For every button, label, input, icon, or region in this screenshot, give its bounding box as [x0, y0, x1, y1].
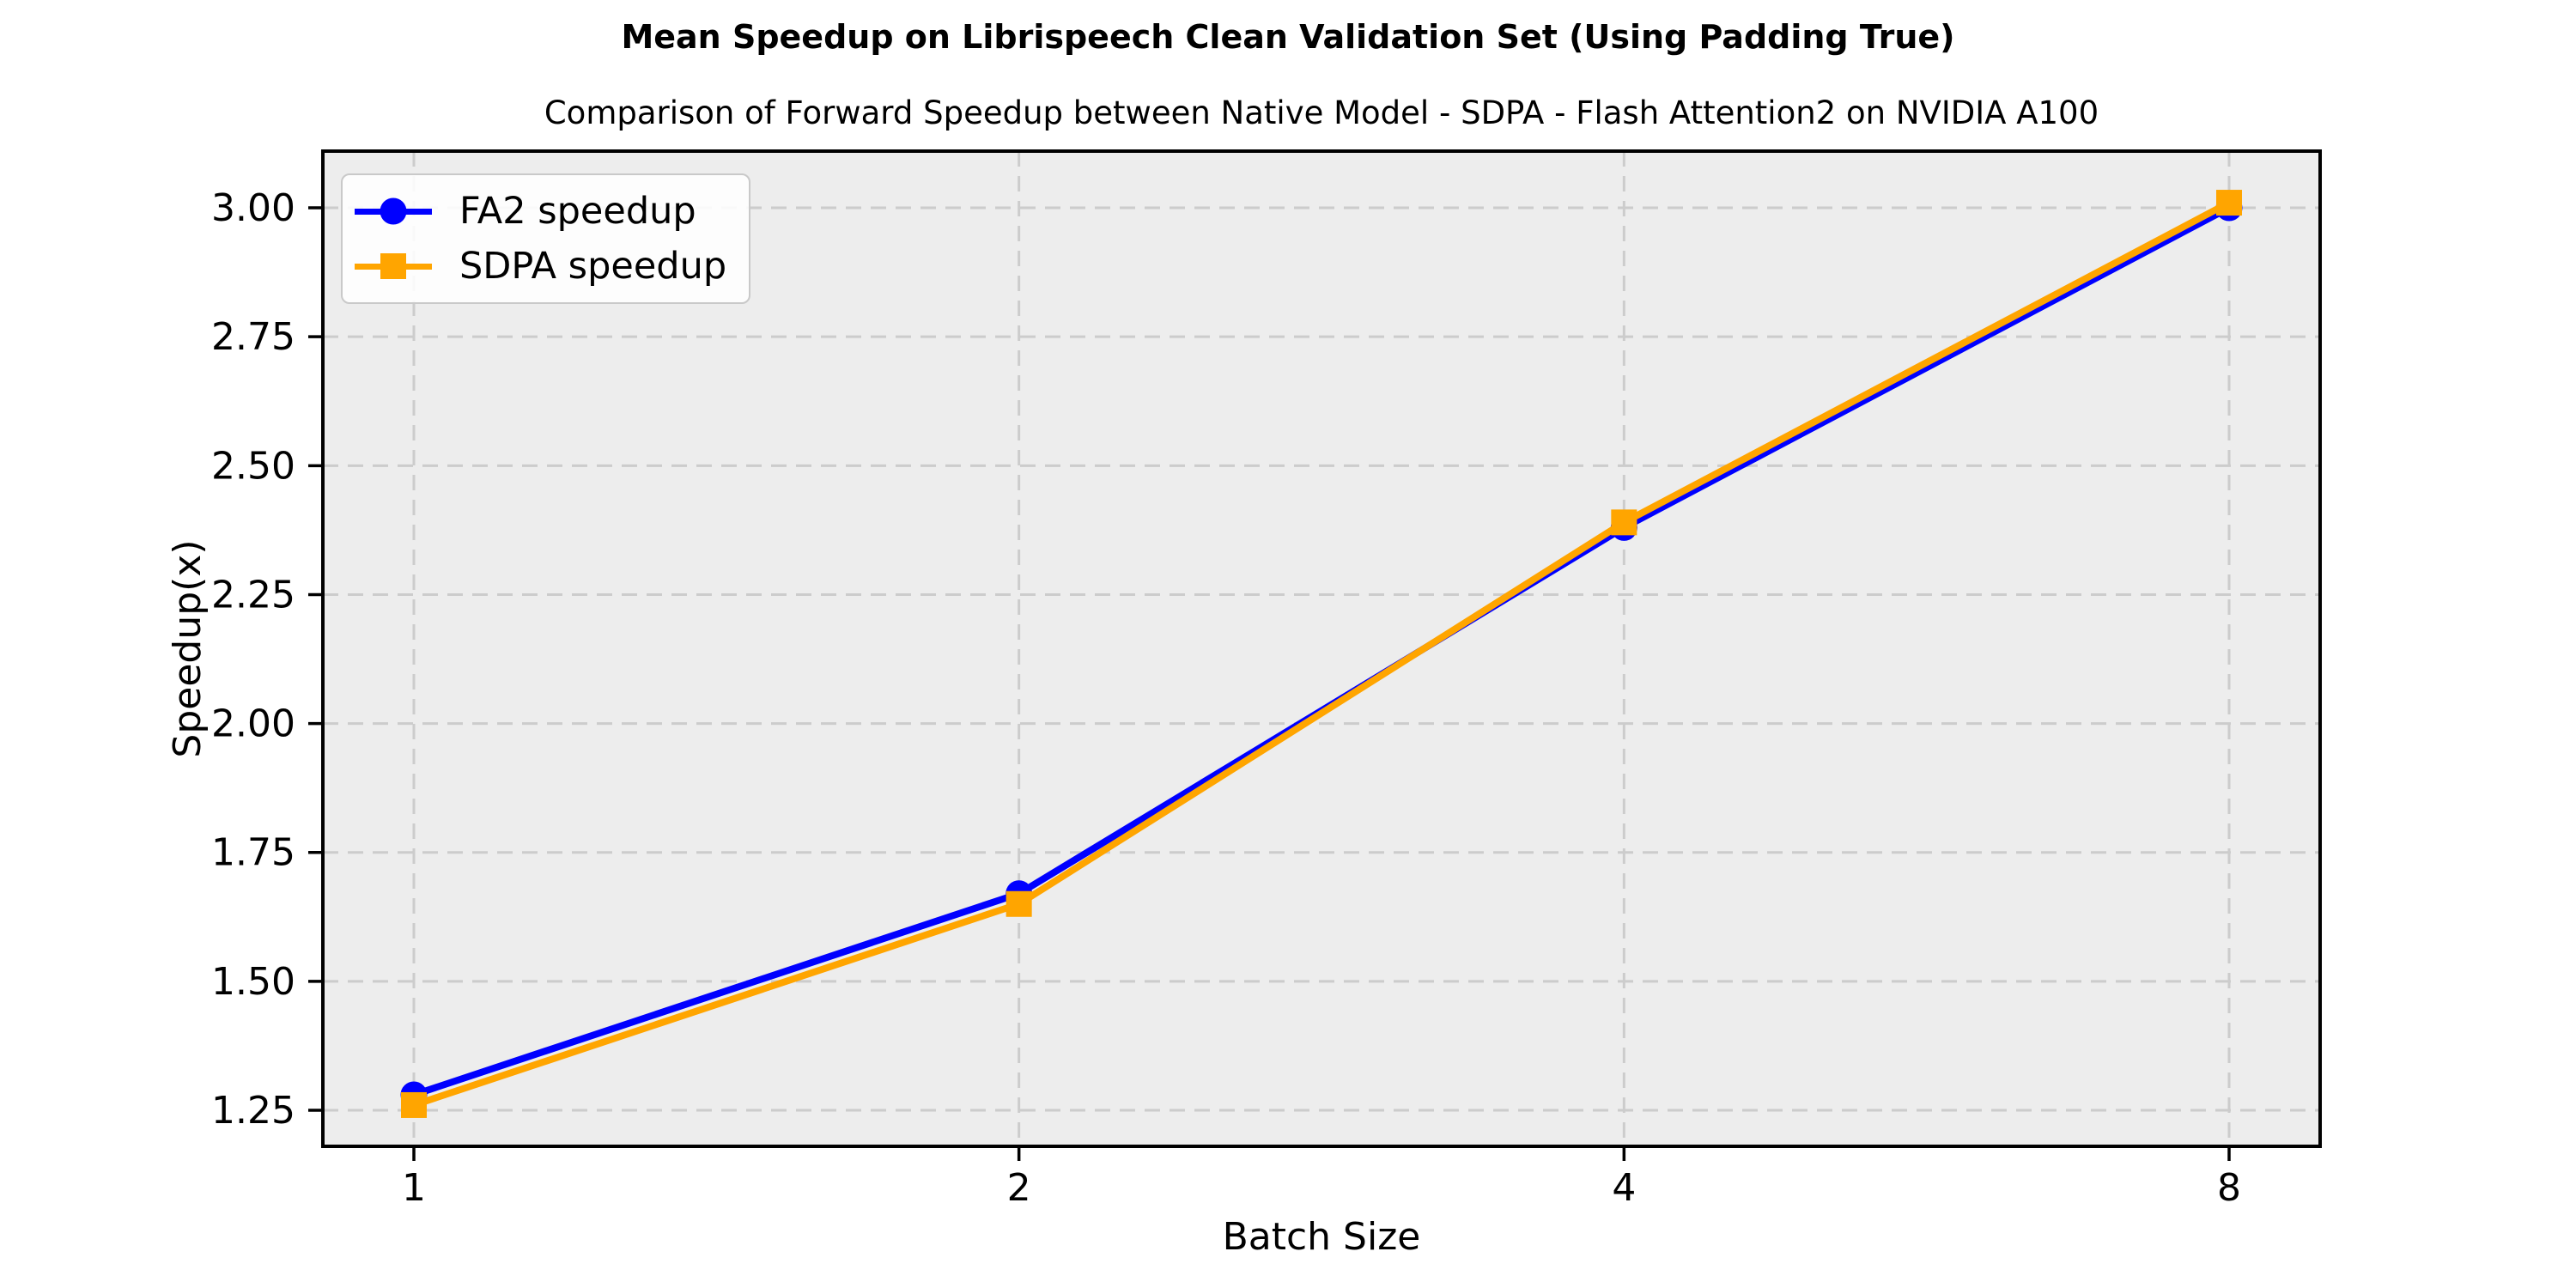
plot-border [321, 149, 2322, 1148]
legend-item-fa2: FA2 speedup [355, 184, 726, 239]
sdpa-point-batch-4 [1611, 509, 1637, 536]
x-axis-label: Batch Size [1223, 1215, 1421, 1259]
y-tick-label-2.50: 2.50 [211, 444, 295, 488]
legend-label-fa2: FA2 speedup [459, 189, 696, 233]
sdpa-square-marker-icon [380, 253, 406, 279]
y-tick-label-2.75: 2.75 [211, 315, 295, 359]
sdpa-point-batch-2 [1005, 890, 1032, 917]
legend-sample-sdpa [355, 252, 432, 281]
x-tick-label-1: 1 [402, 1166, 426, 1210]
sdpa-line [410, 199, 2233, 1109]
y-tick-label-2.25: 2.25 [211, 573, 295, 617]
sdpa-point-batch-8 [2216, 190, 2242, 216]
y-axis-label: Speedup(x) [166, 539, 210, 757]
legend-label-sdpa: SDPA speedup [459, 244, 727, 288]
legend-sample-fa2 [355, 197, 432, 226]
y-tick-label-1.25: 1.25 [211, 1089, 295, 1133]
y-tick-label-3.00: 3.00 [211, 186, 295, 230]
sdpa-point-batch-1 [401, 1091, 427, 1118]
chart-title: Mean Speedup on Librispeech Clean Valida… [621, 18, 1955, 56]
legend-item-sdpa: SDPA speedup [355, 239, 726, 294]
y-tick-label-1.75: 1.75 [211, 831, 295, 875]
x-tick-label-8: 8 [2217, 1166, 2241, 1210]
chart-subtitle: Comparison of Forward Speedup between Na… [544, 94, 2099, 131]
y-tick-label-1.50: 1.50 [211, 960, 295, 1004]
fa2-circle-marker-icon [380, 197, 407, 225]
legend: FA2 speedup SDPA speedup [341, 173, 751, 304]
x-tick-label-2: 2 [1007, 1166, 1031, 1210]
x-tick-label-4: 4 [1612, 1166, 1636, 1210]
y-tick-label-2.00: 2.00 [211, 702, 295, 746]
